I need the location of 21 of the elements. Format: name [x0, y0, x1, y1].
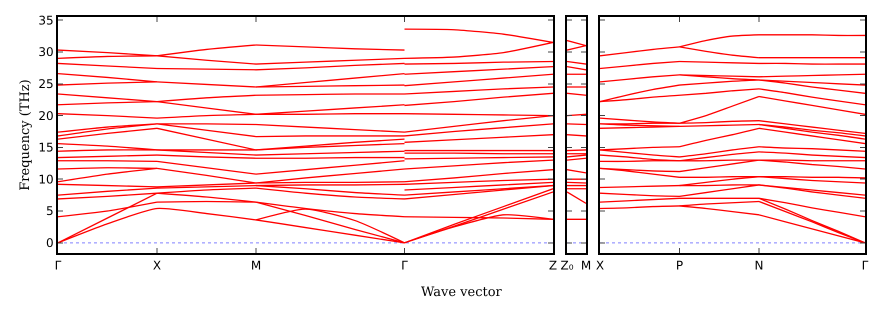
x-tick-label: X	[596, 258, 604, 272]
y-tick-label: 0	[46, 236, 54, 250]
x-tick-label: N	[754, 258, 764, 272]
x-tick-label: Γ	[862, 258, 869, 272]
x-tick-label: M	[580, 258, 592, 272]
x-tick-label: Z	[548, 258, 558, 272]
x-axis-title: Wave vector	[421, 285, 503, 300]
y-axis-title: Frequency (THz)	[18, 79, 33, 191]
x-tick-label: Γ	[54, 258, 62, 272]
x-tick-label: Γ	[401, 258, 408, 272]
y-tick-label: 25	[38, 76, 54, 91]
y-tick-label: 15	[38, 140, 54, 155]
y-tick-label: 20	[38, 108, 54, 123]
x-tick-label: Z₀	[560, 258, 574, 272]
y-tick-label: 10	[38, 172, 54, 186]
x-tick-label: M	[250, 258, 262, 272]
y-tick-label: 30	[38, 45, 54, 60]
x-tick-label: P	[676, 258, 684, 272]
y-tick-label: 35	[38, 13, 54, 28]
x-tick-label: X	[152, 258, 162, 272]
y-tick-label: 5	[46, 204, 54, 218]
